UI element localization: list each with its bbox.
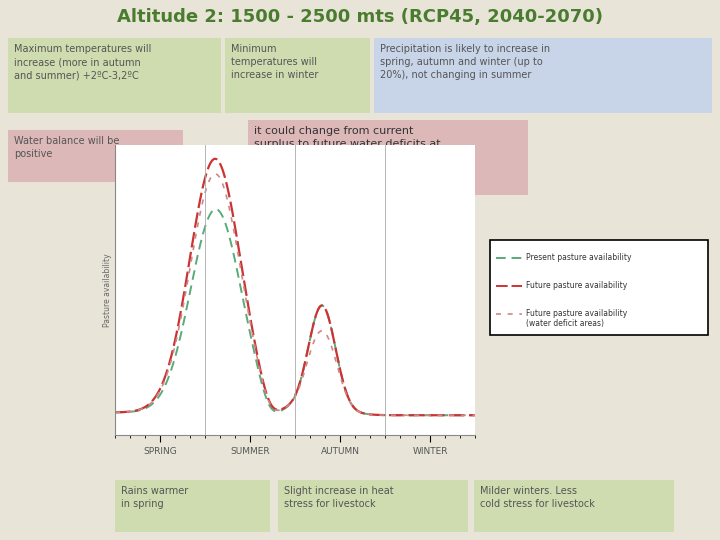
Bar — [474, 480, 674, 532]
Text: Future pasture availability: Future pasture availability — [526, 281, 627, 291]
Text: it could change from current
surplus to future water deficits at
certain locatio: it could change from current surplus to … — [254, 126, 441, 163]
Text: Milder winters. Less
cold stress for livestock: Milder winters. Less cold stress for liv… — [480, 486, 595, 509]
Bar — [8, 130, 183, 182]
Text: Altitude 2: 1500 - 2500 mts (RCP45, 2040-2070): Altitude 2: 1500 - 2500 mts (RCP45, 2040… — [117, 8, 603, 26]
Bar — [278, 480, 468, 532]
Text: Present pasture availability: Present pasture availability — [526, 253, 631, 262]
Bar — [8, 38, 221, 113]
Text: Slight increase in heat
stress for livestock: Slight increase in heat stress for lives… — [284, 486, 394, 509]
Bar — [248, 120, 528, 195]
Text: Water balance will be
positive: Water balance will be positive — [14, 136, 120, 159]
Bar — [225, 38, 370, 113]
Bar — [490, 240, 708, 335]
Text: Minimum
temperatures will
increase in winter: Minimum temperatures will increase in wi… — [231, 44, 318, 80]
Bar — [374, 38, 712, 113]
Bar — [115, 480, 270, 532]
Y-axis label: Pasture availability: Pasture availability — [103, 253, 112, 327]
Text: Maximum temperatures will
increase (more in autumn
and summer) +2ºC-3,2ºC: Maximum temperatures will increase (more… — [14, 44, 151, 80]
Text: Precipitation is likely to increase in
spring, autumn and winter (up to
20%), no: Precipitation is likely to increase in s… — [380, 44, 550, 80]
Text: Rains warmer
in spring: Rains warmer in spring — [121, 486, 188, 509]
Text: Future pasture availability
(water deficit areas): Future pasture availability (water defic… — [526, 309, 627, 328]
